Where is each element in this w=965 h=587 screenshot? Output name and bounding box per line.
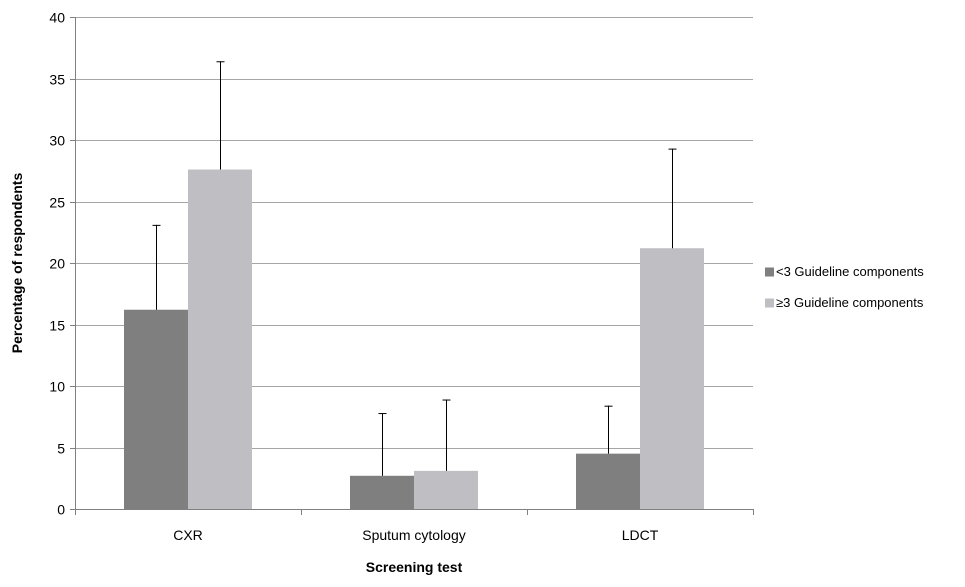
x-tick-label-ldct: LDCT — [622, 527, 659, 543]
y-tick-label-0: 0 — [57, 502, 65, 518]
bar-ldct-series-1 — [640, 248, 704, 510]
legend-swatch-lt3 — [765, 267, 774, 277]
bar-cxr-series-1 — [188, 169, 252, 509]
legend-swatch-ge3 — [765, 298, 774, 308]
bar-sputum-cytology-series-1 — [414, 470, 478, 509]
y-tick-label-20: 20 — [49, 256, 65, 272]
legend-label-lt3: <3 Guideline components — [776, 264, 924, 279]
y-tick-label-25: 25 — [49, 195, 65, 211]
bar-sputum-cytology-series-0 — [350, 475, 414, 509]
legend-label-ge3: ≥3 Guideline components — [776, 295, 924, 310]
bars — [124, 169, 704, 510]
x-tick-labels: CXR Sputum cytology LDCT — [173, 527, 659, 543]
y-tick-label-15: 15 — [49, 318, 65, 334]
bar-ldct-series-0 — [576, 453, 640, 509]
y-tick-label-35: 35 — [49, 72, 65, 88]
y-tick-label-10: 10 — [49, 379, 65, 395]
error-bars — [152, 61, 677, 476]
y-tick-label-5: 5 — [57, 441, 65, 457]
axes — [70, 17, 754, 515]
bar-cxr-series-0 — [124, 309, 188, 509]
legend: <3 Guideline components ≥3 Guideline com… — [765, 264, 924, 310]
y-axis-title: Percentage of respondents — [9, 173, 25, 354]
x-tick-label-cxr: CXR — [173, 527, 203, 543]
y-tick-label-40: 40 — [49, 10, 65, 26]
x-axis-title: Screening test — [366, 559, 463, 575]
y-tick-labels: 0 5 10 15 20 25 30 35 40 — [49, 10, 65, 518]
y-tick-label-30: 30 — [49, 133, 65, 149]
x-tick-label-sputum-cytology: Sputum cytology — [362, 527, 466, 543]
